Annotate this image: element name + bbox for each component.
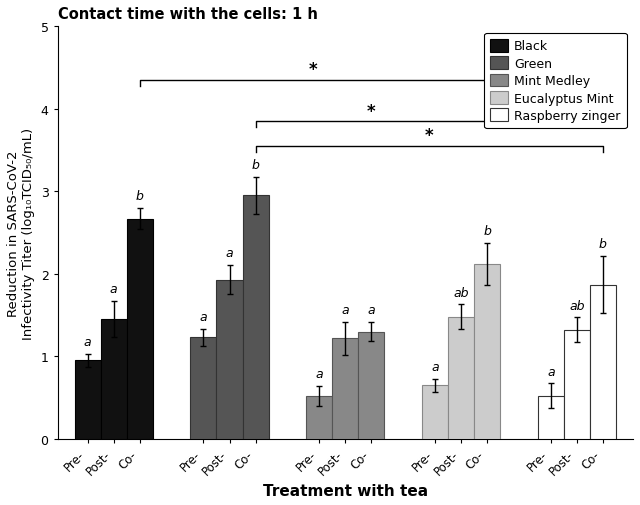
Text: a: a: [200, 311, 207, 324]
Bar: [474, 264, 500, 439]
Text: b: b: [599, 237, 607, 250]
Bar: [358, 332, 385, 439]
Text: b: b: [136, 189, 144, 203]
Text: a: a: [316, 368, 323, 380]
Y-axis label: Reduction in SARS-CoV-2
Infectivity Titer (log₁₀TCID₅₀/mL): Reduction in SARS-CoV-2 Infectivity Tite…: [7, 127, 35, 339]
Bar: [243, 196, 269, 439]
Text: a: a: [342, 303, 349, 316]
Text: b: b: [252, 159, 259, 172]
Bar: [127, 219, 153, 439]
Bar: [100, 320, 127, 439]
Text: ab: ab: [453, 286, 469, 299]
Text: a: a: [84, 335, 92, 348]
Text: *: *: [309, 61, 317, 79]
Text: Contact time with the cells: 1 h: Contact time with the cells: 1 h: [58, 7, 317, 22]
Text: *: *: [425, 127, 433, 145]
Bar: [422, 385, 448, 439]
X-axis label: Treatment with tea: Treatment with tea: [263, 483, 428, 498]
Legend: Black, Green, Mint Medley, Eucalyptus Mint, Raspberry zinger: Black, Green, Mint Medley, Eucalyptus Mi…: [484, 33, 627, 129]
Bar: [590, 285, 616, 439]
Text: *: *: [367, 103, 376, 120]
Text: a: a: [110, 283, 118, 295]
Bar: [538, 396, 564, 439]
Bar: [75, 361, 100, 439]
Bar: [332, 338, 358, 439]
Text: b: b: [483, 225, 491, 238]
Text: a: a: [226, 246, 234, 260]
Text: ab: ab: [569, 299, 584, 312]
Bar: [564, 330, 590, 439]
Bar: [191, 338, 216, 439]
Bar: [216, 280, 243, 439]
Bar: [448, 317, 474, 439]
Text: a: a: [547, 365, 555, 378]
Text: a: a: [367, 303, 375, 316]
Bar: [306, 396, 332, 439]
Text: a: a: [431, 360, 439, 373]
